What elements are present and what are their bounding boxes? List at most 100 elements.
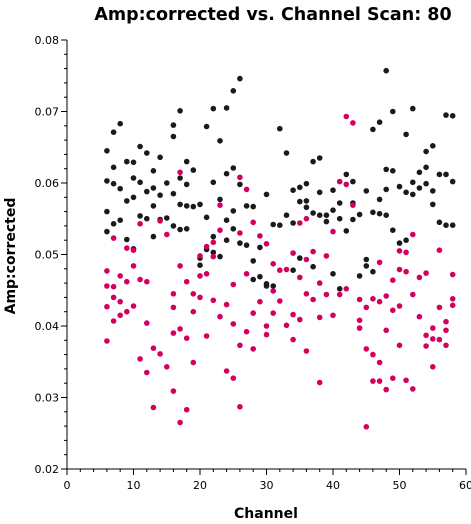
data-point-black xyxy=(303,198,310,204)
data-point-magenta xyxy=(210,297,217,304)
data-points xyxy=(104,67,456,430)
data-point-black xyxy=(270,283,277,289)
data-point-black xyxy=(170,133,177,140)
data-point-black xyxy=(223,170,230,177)
data-point-magenta xyxy=(323,291,330,298)
y-tick-label: 0.04 xyxy=(35,320,60,333)
data-point-magenta xyxy=(117,298,123,305)
data-point-magenta xyxy=(157,218,163,224)
data-point-magenta xyxy=(370,378,376,384)
data-point-magenta xyxy=(237,342,243,349)
data-point-magenta xyxy=(117,273,123,279)
data-point-black xyxy=(403,189,409,196)
data-point-black xyxy=(117,185,123,192)
data-point-black xyxy=(323,218,330,225)
data-point-black xyxy=(177,108,183,114)
data-point-magenta xyxy=(310,248,316,255)
data-point-magenta xyxy=(316,314,323,321)
data-point-magenta xyxy=(410,386,416,392)
data-point-magenta xyxy=(104,283,110,289)
data-point-black xyxy=(177,175,183,181)
data-point-black xyxy=(230,226,237,232)
data-point-black xyxy=(410,179,416,186)
data-point-black xyxy=(336,200,343,206)
data-point-magenta xyxy=(363,346,370,352)
data-point-black xyxy=(396,240,403,246)
data-point-magenta xyxy=(416,274,423,281)
y-tick-label: 0.08 xyxy=(35,34,60,47)
data-point-magenta xyxy=(203,271,210,277)
x-tick-label: 50 xyxy=(393,479,407,492)
data-point-magenta xyxy=(403,249,409,256)
data-point-magenta xyxy=(390,375,396,382)
y-tick-label: 0.05 xyxy=(35,249,60,262)
data-point-black xyxy=(110,180,117,187)
data-point-black xyxy=(297,198,303,205)
axes: 0.02 0.03 0.04 0.05 0.06 0.07 0.08 0 10 20 30 40 50 6… xyxy=(35,34,471,492)
data-point-black xyxy=(350,178,356,185)
x-axis-label: Channel xyxy=(234,506,298,522)
y-tick-label: 0.06 xyxy=(35,177,60,190)
data-point-magenta xyxy=(263,241,270,247)
data-point-magenta xyxy=(177,326,183,332)
data-point-black xyxy=(330,187,336,193)
data-point-magenta xyxy=(449,302,456,309)
data-point-black xyxy=(237,240,243,246)
data-point-magenta xyxy=(183,406,190,413)
data-point-black xyxy=(443,112,449,118)
data-point-black xyxy=(110,129,117,135)
y-tick-label: 0.02 xyxy=(35,463,60,476)
data-point-black xyxy=(390,227,396,233)
data-point-magenta xyxy=(237,174,243,181)
data-point-magenta xyxy=(370,296,376,302)
data-point-black xyxy=(290,220,296,226)
data-point-black xyxy=(243,203,250,209)
data-point-black xyxy=(170,190,177,197)
data-point-magenta xyxy=(124,245,130,251)
data-point-black xyxy=(316,155,323,161)
data-point-magenta xyxy=(336,178,343,185)
data-point-black xyxy=(130,159,137,166)
data-point-magenta xyxy=(104,268,110,274)
data-point-magenta xyxy=(449,271,456,278)
chart-title: Amp:corrected vs. Channel Scan: 80 xyxy=(94,5,451,25)
data-point-magenta xyxy=(257,233,263,239)
data-point-black xyxy=(137,213,143,219)
data-point-black xyxy=(223,217,230,223)
data-point-black xyxy=(250,276,256,283)
data-point-magenta xyxy=(130,303,137,309)
data-point-black xyxy=(370,126,376,133)
data-point-magenta xyxy=(110,318,117,324)
data-point-black xyxy=(230,208,237,214)
data-point-magenta xyxy=(350,202,356,208)
data-point-black xyxy=(383,166,390,173)
y-tick-label: 0.07 xyxy=(35,106,60,119)
data-point-magenta xyxy=(423,343,429,349)
data-point-magenta xyxy=(336,291,343,298)
data-point-black xyxy=(124,198,130,204)
data-point-black xyxy=(277,222,283,228)
data-point-magenta xyxy=(416,313,423,320)
data-point-black xyxy=(263,191,270,198)
data-point-black xyxy=(197,201,203,208)
data-point-magenta xyxy=(443,318,449,325)
data-point-magenta xyxy=(356,296,363,303)
data-point-black xyxy=(390,168,396,174)
data-point-magenta xyxy=(203,243,210,250)
data-point-magenta xyxy=(170,330,177,336)
data-point-black xyxy=(283,212,290,218)
data-point-magenta xyxy=(330,228,336,235)
data-point-black xyxy=(303,204,310,211)
data-point-magenta xyxy=(110,235,117,241)
data-point-black xyxy=(150,233,157,240)
data-point-magenta xyxy=(410,231,416,238)
data-point-black xyxy=(270,221,277,228)
data-point-black xyxy=(263,283,270,289)
data-point-black xyxy=(303,180,310,187)
data-point-black xyxy=(410,191,416,198)
data-point-black xyxy=(363,263,370,269)
data-point-magenta xyxy=(297,220,303,226)
data-point-black xyxy=(390,108,396,115)
data-point-black xyxy=(110,164,117,171)
data-point-magenta xyxy=(383,293,390,299)
